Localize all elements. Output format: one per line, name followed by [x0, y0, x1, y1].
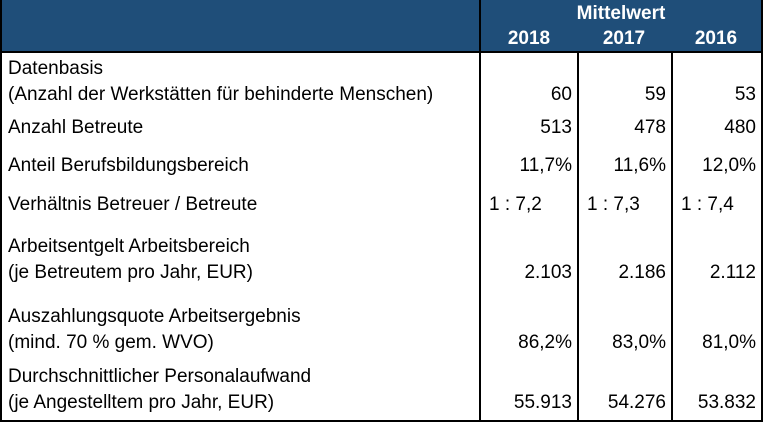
- cell-anzahl-betreute-2016: 480: [671, 112, 761, 145]
- cell-verhaeltnis-2018: 1 : 7,2: [479, 183, 577, 222]
- row-label-datenbasis: Datenbasis (Anzahl der Werkstätten für b…: [2, 53, 479, 112]
- cell-arbeitsentgelt-2018: 2.103: [479, 222, 577, 290]
- cell-auszahlungsquote-2016: 81,0%: [671, 290, 761, 360]
- cell-anteil-berufsbildungsbereich-2016: 12,0%: [671, 145, 761, 183]
- year-column-header-2017: 2017: [577, 27, 671, 53]
- cell-datenbasis-2016: 53: [671, 53, 761, 112]
- cell-auszahlungsquote-2018: 86,2%: [479, 290, 577, 360]
- cell-arbeitsentgelt-2017: 2.186: [577, 222, 671, 290]
- cell-datenbasis-2017: 59: [577, 53, 671, 112]
- year-column-header-2018: 2018: [479, 27, 577, 53]
- cell-personalaufwand-2016: 53.832: [671, 360, 761, 420]
- row-label-auszahlungsquote-arbeitsergebnis: Auszahlungsquote Arbeitsergebnis (mind. …: [2, 290, 479, 360]
- row-label-anzahl-betreute: Anzahl Betreute: [2, 112, 479, 145]
- row-label-personalaufwand: Durchschnittlicher Personalaufwand (je A…: [2, 360, 479, 420]
- cell-verhaeltnis-2017: 1 : 7,3: [577, 183, 671, 222]
- corner-header-cell-lower: [2, 27, 479, 53]
- cell-arbeitsentgelt-2016: 2.112: [671, 222, 761, 290]
- cell-anzahl-betreute-2018: 513: [479, 112, 577, 145]
- row-label-anteil-berufsbildungsbereich: Anteil Berufsbildungsbereich: [2, 145, 479, 183]
- row-label-arbeitsentgelt-arbeitsbereich: Arbeitsentgelt Arbeitsbereich (je Betreu…: [2, 222, 479, 290]
- row-label-verhaeltnis-betreuer-betreute: Verhältnis Betreuer / Betreute: [2, 183, 479, 222]
- cell-anzahl-betreute-2017: 478: [577, 112, 671, 145]
- cell-auszahlungsquote-2017: 83,0%: [577, 290, 671, 360]
- cell-personalaufwand-2018: 55.913: [479, 360, 577, 420]
- cell-anteil-berufsbildungsbereich-2017: 11,6%: [577, 145, 671, 183]
- cell-verhaeltnis-2016: 1 : 7,4: [671, 183, 761, 222]
- year-column-header-2016: 2016: [671, 27, 761, 53]
- cell-datenbasis-2018: 60: [479, 53, 577, 112]
- cell-personalaufwand-2017: 54.276: [577, 360, 671, 420]
- cell-anteil-berufsbildungsbereich-2018: 11,7%: [479, 145, 577, 183]
- mittelwert-group-header: Mittelwert: [479, 0, 761, 27]
- corner-header-cell: [2, 0, 479, 27]
